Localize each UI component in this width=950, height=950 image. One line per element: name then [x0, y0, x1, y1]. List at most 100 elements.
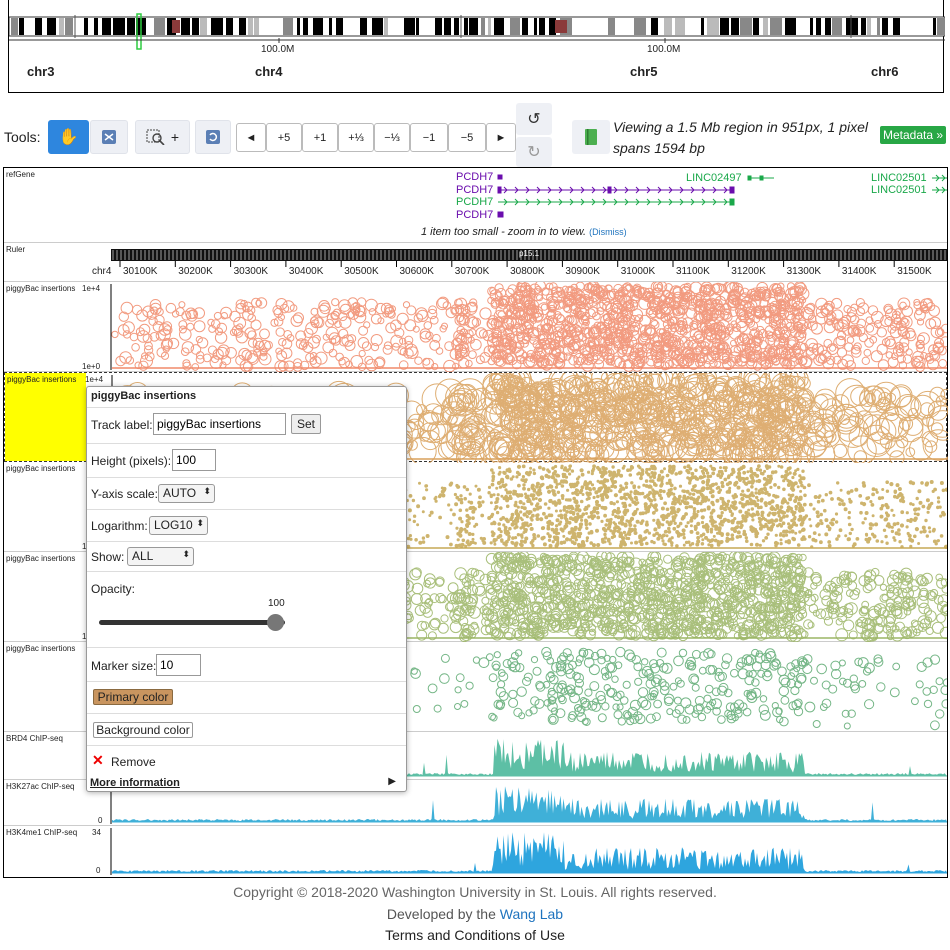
chromosome-ideogram[interactable]: chr3 chr4 chr5 chr6 100.0M 100.0M — [8, 0, 945, 93]
yscale-select[interactable]: AUTO ⬍ — [158, 484, 215, 503]
redo-button[interactable]: ↻ — [516, 137, 552, 167]
pan-left-button[interactable]: ◄ — [236, 123, 266, 152]
piggybac-track-3[interactable]: piggyBac insertions 1 — [4, 462, 947, 552]
reload-tool-button[interactable] — [195, 120, 231, 154]
metadata-button[interactable]: Metadata » — [880, 126, 946, 144]
zoom-in-5-button[interactable]: +5 — [266, 123, 302, 152]
show-select[interactable]: ALL ⬍ — [127, 547, 194, 566]
zoom-in-third-button[interactable]: +⅓ — [338, 123, 374, 152]
gene-annotations — [497, 174, 947, 218]
track-container[interactable]: refGene PCDH7 PCDH7 — [3, 167, 948, 878]
logarithm-label: Logarithm: — [91, 519, 148, 533]
y-axis-max: 1e+4 — [85, 375, 104, 384]
chr5-label: chr5 — [630, 64, 658, 79]
h3k4me1-track[interactable]: H3K4me1 ChIP-seq 34 0 — [4, 826, 947, 877]
redo-icon: ↻ — [527, 144, 541, 161]
reorder-tool-button[interactable] — [90, 120, 128, 154]
ruler-tick-label: 31500K — [897, 266, 932, 277]
dismiss-link[interactable]: (Dismiss) — [589, 227, 627, 237]
undo-icon: ↺ — [527, 111, 541, 128]
zoom-out-5-button[interactable]: −5 — [448, 123, 486, 152]
ruler-svg — [111, 249, 947, 267]
y-axis-min: 0 — [98, 816, 103, 825]
y-axis-max: 34 — [92, 828, 101, 837]
cytoband-label: p15.1 — [519, 249, 540, 258]
piggybac-track-4[interactable]: piggyBac insertions 1 — [4, 552, 947, 642]
popup-title: piggyBac insertions — [91, 390, 197, 402]
ruler-tick-label: 30500K — [344, 266, 379, 277]
gene-label[interactable]: PCDH7 — [456, 184, 494, 196]
chr3-label: chr3 — [27, 64, 55, 79]
zoom-out-third-button[interactable]: −⅓ — [374, 123, 410, 152]
piggybac-track-1[interactable]: piggyBac insertions 1e+4 1e+0 — [4, 282, 947, 372]
opacity-value: 100 — [268, 598, 285, 609]
track-label: refGene — [6, 170, 35, 179]
ruler-chrom-label: chr4 — [92, 266, 112, 277]
ruler-tick-label: 31100K — [676, 266, 710, 277]
chr4-label: chr4 — [255, 64, 283, 79]
gene-label[interactable]: LINC02497 — [686, 172, 742, 184]
zoom-in-1-button[interactable]: +1 — [302, 123, 338, 152]
book-icon — [585, 129, 597, 145]
y-axis-max: 1e+4 — [82, 284, 101, 293]
viewing-region-text: Viewing a 1.5 Mb region in 951px, 1 pixe… — [613, 119, 869, 156]
chr6-label: chr6 — [871, 64, 899, 79]
magnifier-icon — [146, 129, 165, 145]
gene-label[interactable]: LINC02501 — [871, 184, 927, 196]
remove-row[interactable]: ✕ Remove — [87, 745, 406, 773]
session-button[interactable] — [572, 120, 610, 154]
developed-by-prefix: Developed by the — [386, 906, 496, 922]
opacity-slider-track[interactable] — [99, 620, 285, 625]
selected-track-highlight — [5, 373, 86, 461]
caret-right-icon: ▶ — [388, 776, 396, 787]
track-label: piggyBac insertions — [6, 284, 76, 293]
hand-icon: ✋ — [58, 129, 79, 146]
set-label-button[interactable]: Set — [291, 414, 321, 434]
track-label: Ruler — [6, 245, 26, 254]
zoom-out-1-button[interactable]: −1 — [410, 123, 448, 152]
chevron-down-icon: ⬍ — [196, 518, 204, 528]
opacity-slider-handle[interactable] — [267, 614, 284, 631]
scatter-plot — [109, 552, 947, 642]
copyright-text: Copyright © 2018-2020 Washington Univers… — [233, 884, 717, 900]
primary-color-button[interactable]: Primary color — [93, 689, 173, 705]
ruler-tick-label: 31300K — [786, 266, 822, 277]
piggybac-track-5[interactable]: piggyBac insertions — [4, 642, 947, 732]
h3k27ac-track[interactable]: H3K27ac ChIP-seq 0 — [4, 780, 947, 826]
terms-link[interactable]: Terms and Conditions of Use — [385, 927, 565, 943]
ideogram-bands — [9, 13, 945, 50]
track-label-input[interactable] — [153, 413, 286, 435]
toolbar: Tools: ✋ + ◄ +5 +1 +⅓ −⅓ −1 −5 ► ↺ ↻ Vie… — [0, 103, 950, 167]
ruler-track[interactable]: Ruler p15.1 chr4 30100K 30200K 30300K 30400… — [4, 243, 947, 282]
undo-button[interactable]: ↺ — [516, 103, 552, 135]
ruler-tick-label: 30600K — [399, 266, 434, 277]
logarithm-select[interactable]: LOG10 ⬍ — [149, 516, 208, 535]
shuffle-icon — [102, 130, 116, 144]
developed-by: Developed by the Wang Lab — [0, 906, 950, 922]
more-info-row[interactable]: More information ▶ — [87, 773, 406, 792]
marker-size-input[interactable] — [156, 654, 201, 676]
chevron-down-icon: ⬍ — [203, 486, 211, 496]
height-label: Height (pixels): — [91, 454, 172, 468]
background-color-button[interactable]: Background color — [93, 722, 193, 738]
zoom-region-tool-button[interactable]: + — [135, 120, 190, 154]
ruler-tick-label: 30800K — [510, 266, 545, 277]
gene-label[interactable]: PCDH7 — [456, 171, 494, 183]
height-input[interactable] — [172, 449, 216, 471]
show-value: ALL — [132, 549, 154, 563]
pan-right-button[interactable]: ► — [486, 123, 516, 152]
ideogram-tick-label: 100.0M — [261, 44, 295, 55]
gene-label[interactable]: PCDH7 — [456, 196, 494, 208]
drag-tool-button[interactable]: ✋ — [48, 120, 89, 154]
chevron-down-icon: ⬍ — [182, 549, 190, 559]
ruler-tick-label: 31000K — [620, 266, 656, 277]
wang-lab-link[interactable]: Wang Lab — [499, 906, 564, 922]
y-axis-min: 0 — [96, 866, 101, 875]
refgene-track[interactable]: refGene PCDH7 PCDH7 — [4, 168, 947, 243]
gene-label[interactable]: LINC02501 — [871, 172, 927, 184]
gene-label[interactable]: PCDH7 — [456, 209, 494, 221]
y-axis-min: 1e+0 — [82, 362, 101, 371]
scatter-plot — [110, 282, 947, 372]
more-info-label: More information — [90, 777, 180, 789]
logarithm-value: LOG10 — [154, 518, 193, 532]
